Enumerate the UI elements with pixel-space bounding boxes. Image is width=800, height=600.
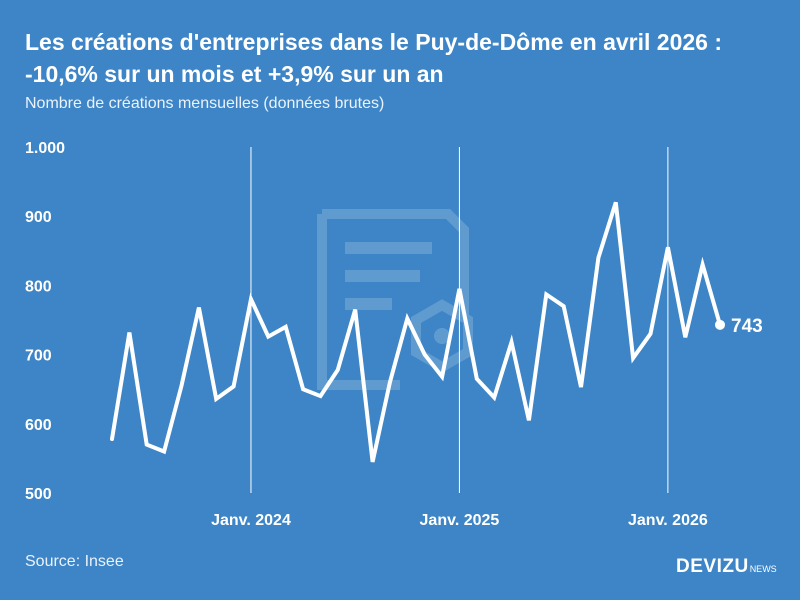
brand-suffix: NEWS	[749, 564, 777, 574]
y-tick-label: 1.000	[25, 140, 65, 157]
x-tick-label: Janv. 2024	[211, 512, 291, 529]
x-tick-label: Janv. 2025	[420, 512, 500, 529]
y-tick-label: 800	[25, 278, 52, 295]
y-tick-label: 500	[25, 486, 52, 503]
source-note: Source: Insee	[25, 553, 124, 570]
brand-name: DEVIZU	[676, 556, 749, 577]
y-tick-label: 900	[25, 209, 52, 226]
y-tick-label: 700	[25, 348, 52, 365]
chart-subtitle: Nombre de créations mensuelles (données …	[25, 95, 385, 112]
series-line	[110, 201, 722, 463]
brand-logo: DEVIZU NEWS	[676, 556, 777, 578]
y-tick-label: 600	[25, 417, 52, 434]
x-tick-label: Janv. 2026	[628, 512, 708, 529]
last-value-label: 743	[731, 316, 763, 337]
document-watermark-icon	[317, 209, 473, 390]
last-data-point	[715, 319, 725, 330]
chart-title: Les créations d'entreprises dans le Puy-…	[25, 29, 723, 87]
